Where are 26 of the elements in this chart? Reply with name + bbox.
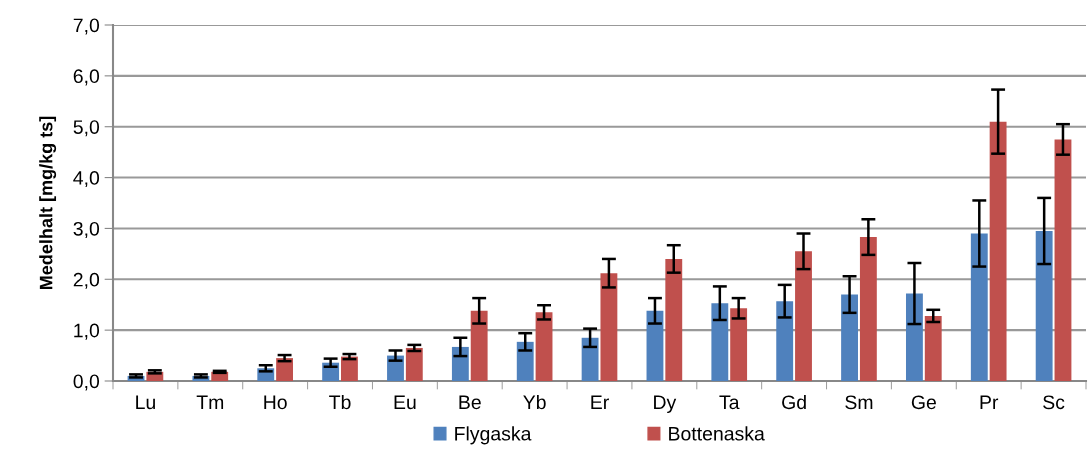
x-tick-label: Pr: [980, 395, 999, 409]
x-tick-label: Tm: [196, 395, 224, 409]
legend-label: Bottenaska: [669, 426, 765, 441]
y-tick-label: 7,0: [73, 18, 100, 35]
x-tick-label: Ge: [911, 395, 936, 410]
x-tick-label: Er: [591, 395, 609, 409]
x-tick-label: Yb: [523, 394, 546, 410]
x-tick-label: Sm: [845, 395, 873, 410]
x-tick-label: Lu: [136, 395, 155, 410]
y-axis-title: Medelhalt [mg/kg ts]: [39, 116, 57, 290]
y-tick-label: 0,0: [73, 374, 100, 391]
y-tick-label: 4,0: [73, 171, 100, 188]
x-tick-label: Be: [459, 395, 481, 410]
y-tick-label: 5,0: [73, 120, 100, 137]
x-tick-label: Ta: [719, 395, 740, 410]
y-tick-label: 2,0: [73, 272, 100, 289]
legend-label: Flygaska: [455, 426, 532, 445]
y-tick-label: 3,0: [73, 221, 100, 238]
x-tick-label: Ho: [264, 395, 287, 410]
x-tick-label: Sc: [1043, 395, 1065, 410]
x-tick-label: Eu: [394, 395, 416, 410]
x-tick-label: Tb: [329, 394, 351, 410]
x-tick-label: Gd: [782, 394, 806, 410]
y-tick-label: 6,0: [73, 69, 100, 86]
x-tick-label: Dy: [654, 395, 677, 414]
y-tick-label: 1,0: [74, 323, 100, 340]
